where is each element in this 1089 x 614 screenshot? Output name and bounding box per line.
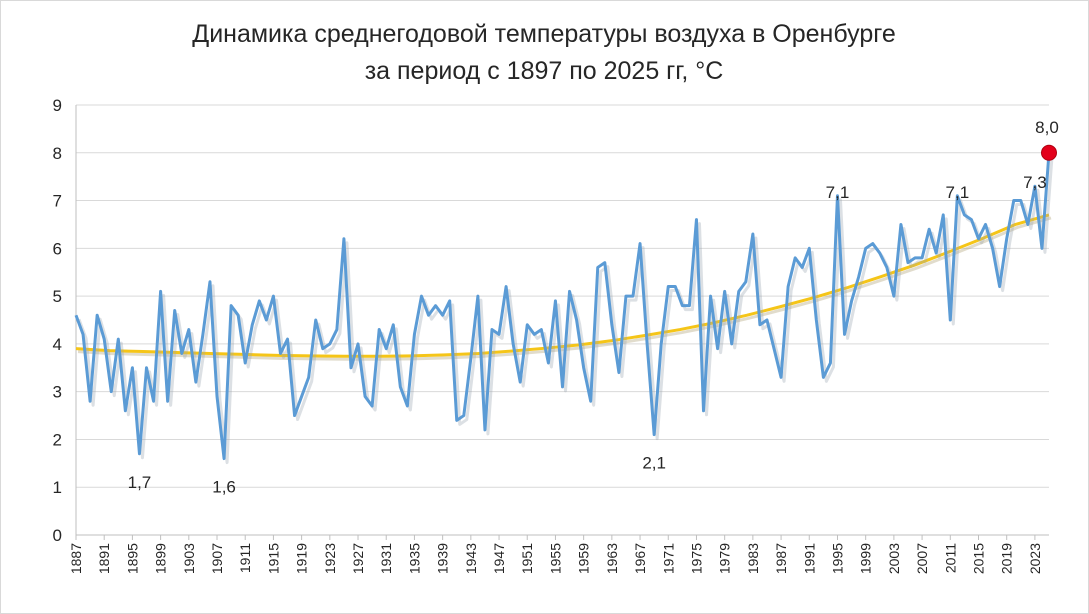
x-tick-label: 1999 (858, 543, 874, 574)
x-tick-label: 1935 (406, 543, 422, 574)
y-tick-label: 7 (53, 192, 62, 211)
y-tick-label: 8 (53, 144, 62, 163)
x-tick-label: 1899 (153, 543, 169, 574)
x-tick-label: 1959 (576, 543, 592, 574)
chart-title-line1: Динамика среднегодовой температуры возду… (192, 20, 895, 48)
data-label: 7,1 (826, 183, 850, 202)
y-tick-label: 6 (53, 239, 62, 258)
trend-line (75, 213, 1050, 358)
x-tick-label: 2015 (970, 543, 986, 574)
y-tick-label: 4 (53, 335, 62, 354)
data-label: 1,7 (128, 473, 152, 492)
x-tick-label: 1903 (181, 543, 197, 574)
x-tick-label: 1955 (547, 543, 563, 574)
x-tick-label: 1911 (237, 543, 253, 573)
y-tick-label: 1 (53, 478, 62, 497)
latest-value-marker (1041, 144, 1057, 161)
x-tick-label: 1943 (463, 543, 479, 574)
chart-title-line2: за период с 1897 по 2025 гг, °C (365, 57, 724, 85)
x-tick-label: 1971 (660, 543, 676, 574)
temperature-series-line (74, 152, 1051, 461)
y-tick-label: 3 (53, 383, 62, 402)
y-tick-label: 5 (53, 287, 62, 306)
x-tick-label: 1923 (322, 543, 338, 574)
data-label: 1,6 (212, 478, 236, 497)
x-tick-label: 1947 (491, 543, 507, 574)
x-tick-label: 1979 (717, 543, 733, 574)
x-tick-label: 1991 (801, 543, 817, 574)
x-tick-label: 1891 (96, 543, 112, 574)
x-tick-label: 1983 (745, 543, 761, 574)
x-tick-label: 1927 (350, 543, 366, 574)
x-tick-label: 2023 (1027, 543, 1043, 574)
x-tick-label: 1895 (124, 543, 140, 574)
y-tick-label: 9 (53, 96, 62, 115)
x-tick-label: 1995 (829, 543, 845, 574)
data-label: 8,0 (1035, 118, 1059, 137)
x-tick-label: 2007 (914, 543, 930, 574)
x-tick-label: 1987 (773, 543, 789, 574)
x-tick-label: 1907 (209, 543, 225, 574)
data-label: 7,1 (946, 183, 970, 202)
y-tick-label: 2 (53, 430, 62, 449)
x-tick-label: 1963 (604, 543, 620, 574)
x-tick-label: 1931 (378, 543, 394, 574)
x-tick-label: 1919 (294, 543, 310, 574)
x-tick-label: 2011 (942, 543, 958, 573)
data-label: 7,3 (1023, 173, 1047, 192)
x-tick-label: 1915 (265, 543, 281, 574)
x-tick-label: 1951 (519, 543, 535, 574)
x-tick-label: 1967 (632, 543, 648, 574)
x-tick-label: 1887 (68, 543, 84, 574)
data-label: 2,1 (642, 454, 666, 473)
x-tick-label: 1975 (688, 543, 704, 574)
x-tick-label: 1939 (435, 543, 451, 574)
series-line-shadow (77, 156, 1054, 465)
x-tick-label: 2003 (886, 543, 902, 574)
x-tick-label: 2019 (999, 543, 1015, 574)
y-tick-label: 0 (53, 526, 62, 545)
